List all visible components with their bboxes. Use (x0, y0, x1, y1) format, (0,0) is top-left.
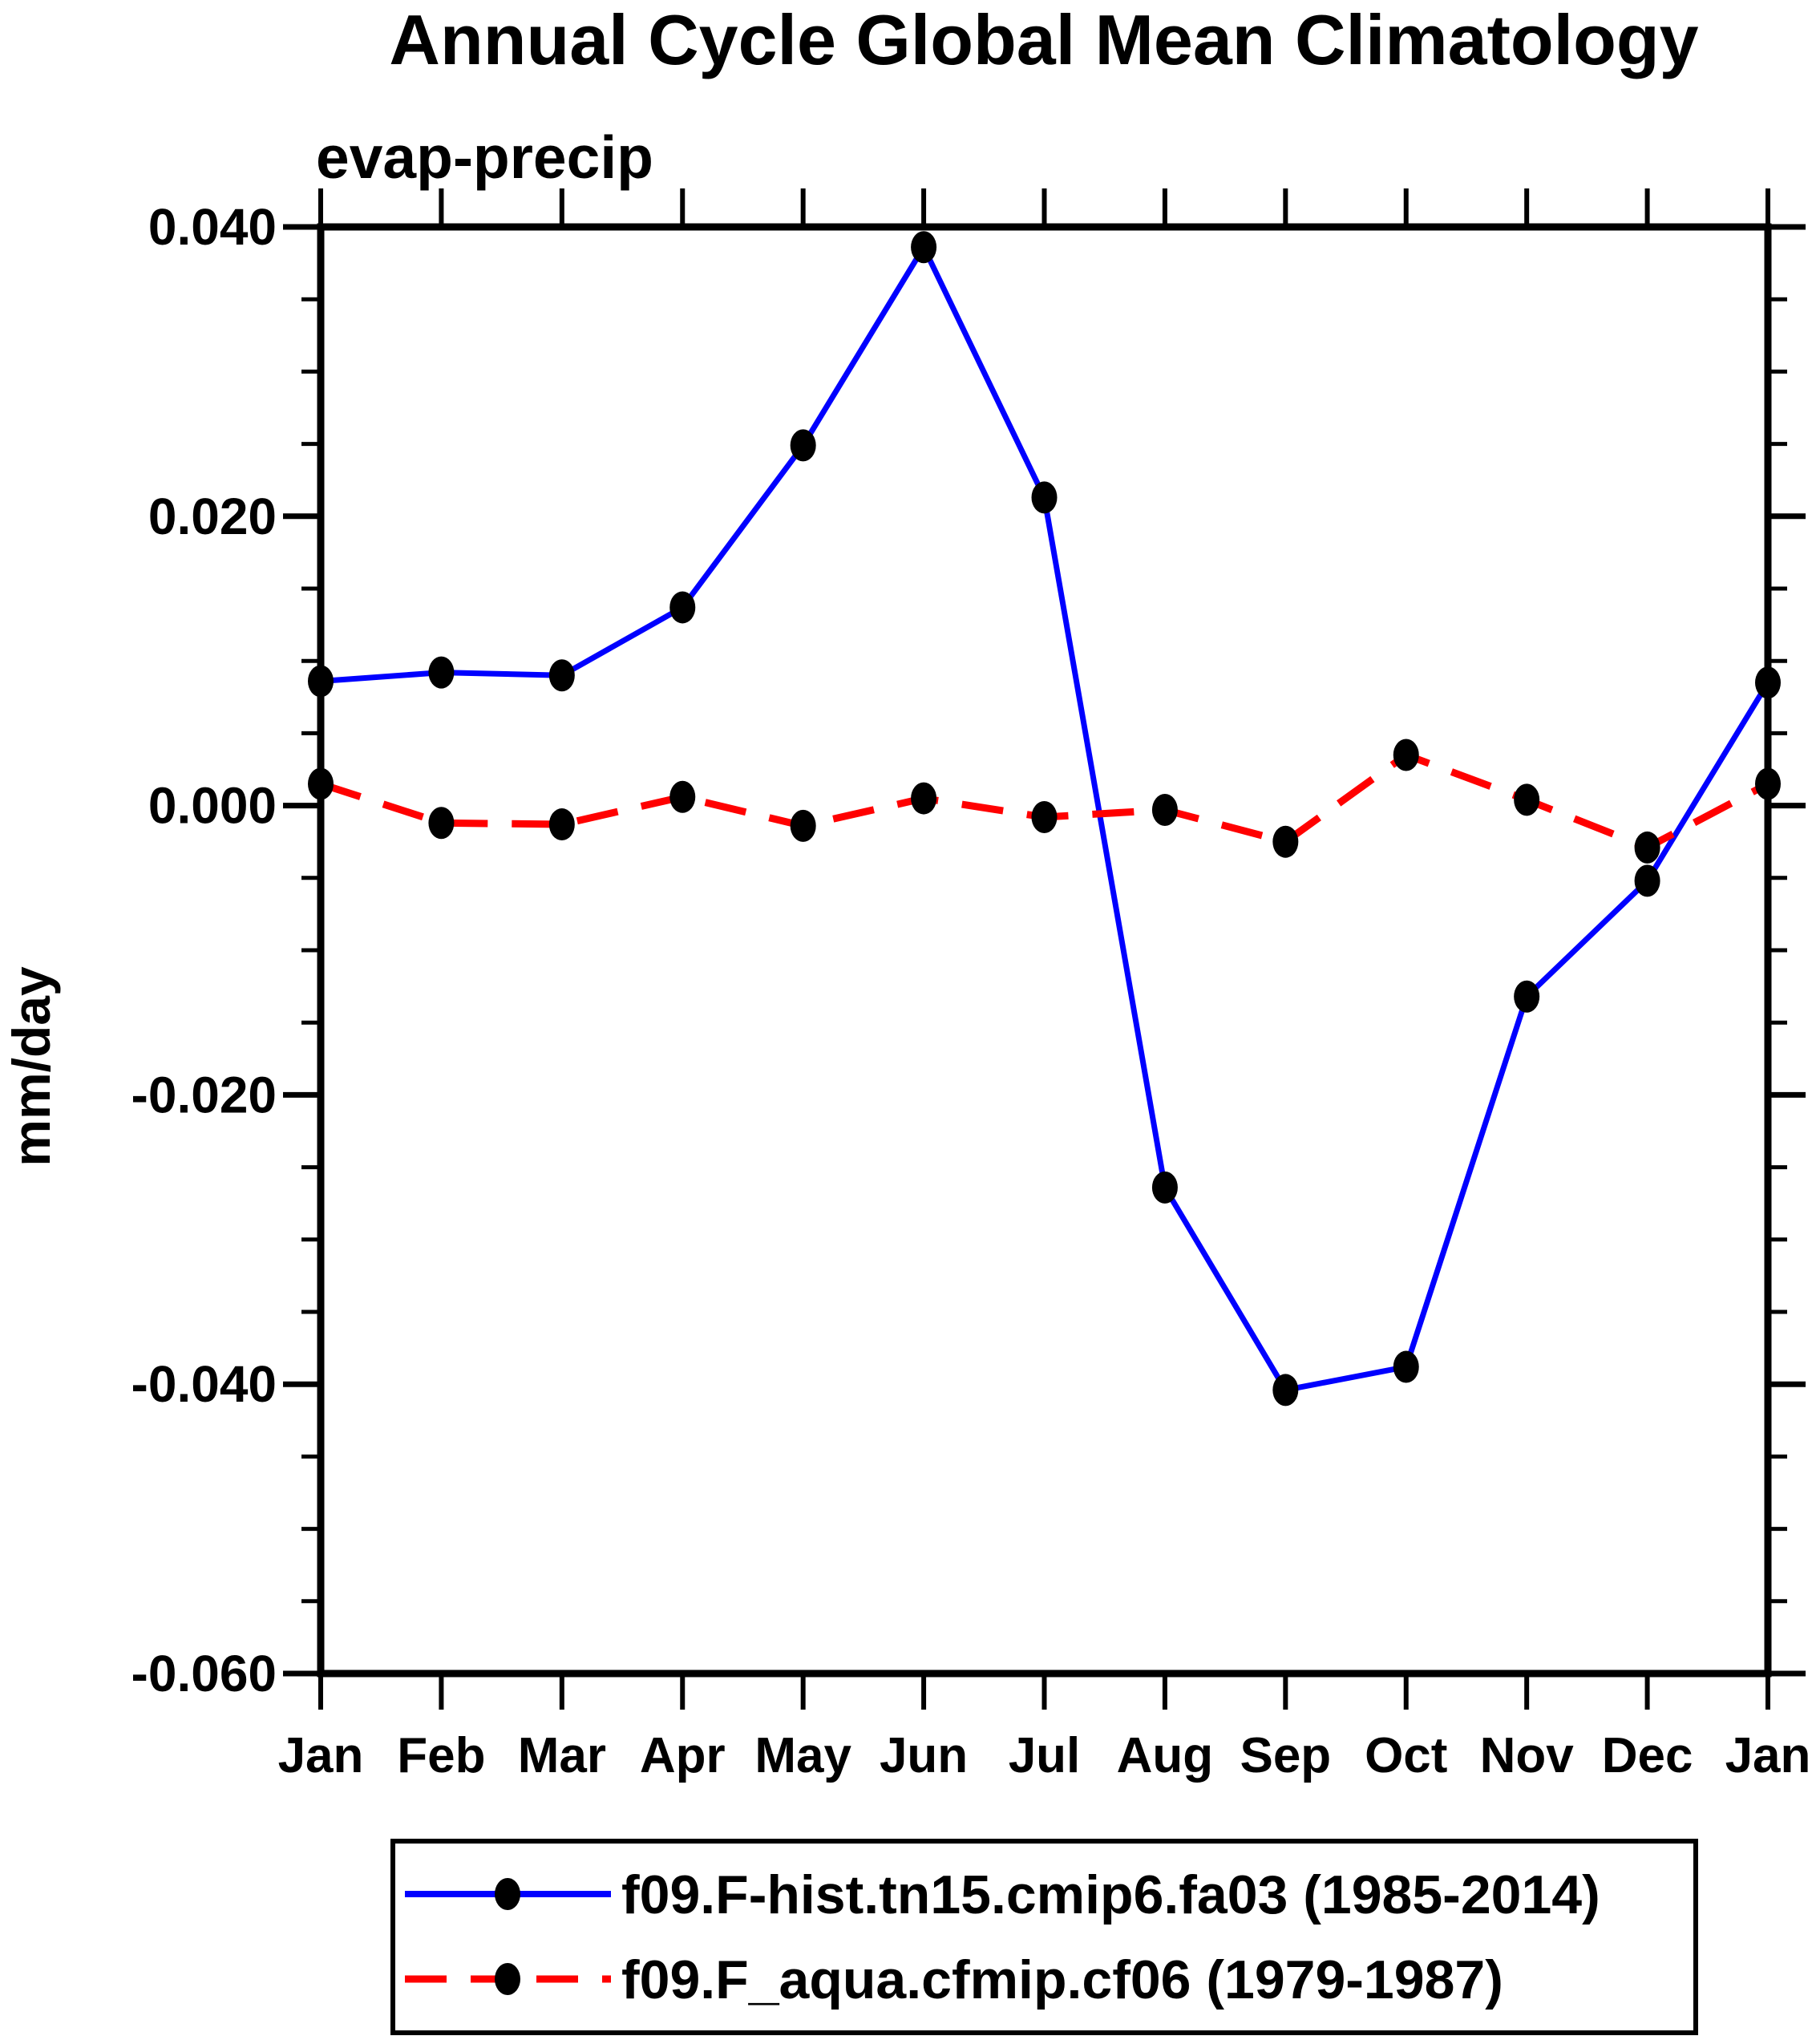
x-tick-label: Jul (1009, 1728, 1081, 1783)
y-tick-label: 0.000 (148, 777, 277, 835)
data-point-marker (1031, 801, 1058, 834)
y-tick-label: -0.040 (131, 1355, 277, 1413)
data-point-marker (308, 767, 334, 800)
y-tick-label: -0.020 (131, 1066, 277, 1123)
x-tick-label: May (754, 1728, 851, 1783)
chart-subtitle: evap-precip (316, 123, 653, 191)
legend-marker-icon (495, 1878, 520, 1910)
x-tick-label: Jun (880, 1728, 968, 1783)
legend: f09.F-hist.tn15.cmip6.fa03 (1985-2014) f0… (390, 1839, 1698, 2035)
data-point-marker (1393, 739, 1419, 771)
data-point-marker (669, 780, 696, 813)
data-point-marker (911, 231, 937, 264)
data-point-marker (790, 429, 816, 462)
data-point-marker (669, 591, 696, 624)
y-tick-label: 0.020 (148, 488, 277, 545)
x-tick-label: Sep (1240, 1728, 1331, 1783)
data-point-marker (1634, 831, 1660, 864)
x-tick-label: Oct (1365, 1728, 1447, 1783)
x-axis-ticks (318, 188, 1770, 1710)
x-axis-tick-labels: Jan Feb Mar Apr May Jun Jul Aug Sep Oct Nov Dec Jan (278, 1728, 1811, 1783)
data-point-marker (1031, 481, 1058, 514)
data-point-marker (1634, 864, 1660, 897)
data-point-marker (1272, 825, 1299, 858)
x-tick-label: Jan (1725, 1728, 1811, 1783)
chart-title: Annual Cycle Global Mean Climatology (389, 0, 1698, 79)
data-series (308, 231, 1781, 1407)
x-tick-label: Jan (278, 1728, 364, 1783)
data-point-marker (428, 807, 455, 840)
legend-marker-icon (495, 1963, 520, 1995)
data-point-marker (1393, 1350, 1419, 1383)
data-point-marker (428, 656, 455, 689)
data-point-marker (308, 665, 334, 698)
data-point-marker (1151, 1171, 1178, 1204)
legend-box (390, 1839, 1698, 2035)
y-axis-tick-labels: 0.040 0.020 0.000 -0.020 -0.040 -0.060 (131, 198, 277, 1702)
data-point-marker (1151, 794, 1178, 827)
x-tick-label: Nov (1480, 1728, 1575, 1783)
data-point-marker (548, 659, 575, 692)
data-point-marker (1755, 767, 1781, 800)
x-tick-label: Dec (1602, 1728, 1693, 1783)
y-axis-ticks (283, 224, 1806, 1677)
x-tick-label: Mar (518, 1728, 606, 1783)
legend-entry-label: f09.F-hist.tn15.cmip6.fa03 (1985-2014) (621, 1864, 1600, 1925)
y-tick-label: -0.060 (131, 1645, 277, 1702)
data-point-marker (548, 808, 575, 841)
legend-entry-label: f09.F_aqua.cfmip.cf06 (1979-1987) (621, 1949, 1503, 2010)
x-tick-label: Apr (640, 1728, 726, 1783)
y-tick-label: 0.040 (148, 198, 277, 256)
data-point-marker (1755, 666, 1781, 699)
plot-frame (317, 223, 1772, 1678)
data-point-marker (1514, 783, 1540, 816)
data-point-marker (790, 809, 816, 842)
data-point-marker (911, 782, 937, 815)
data-point-marker (1272, 1374, 1299, 1407)
x-tick-label: Feb (397, 1728, 485, 1783)
y-axis-label: mm/day (2, 966, 61, 1167)
x-tick-label: Aug (1117, 1728, 1214, 1783)
data-point-marker (1514, 980, 1540, 1013)
